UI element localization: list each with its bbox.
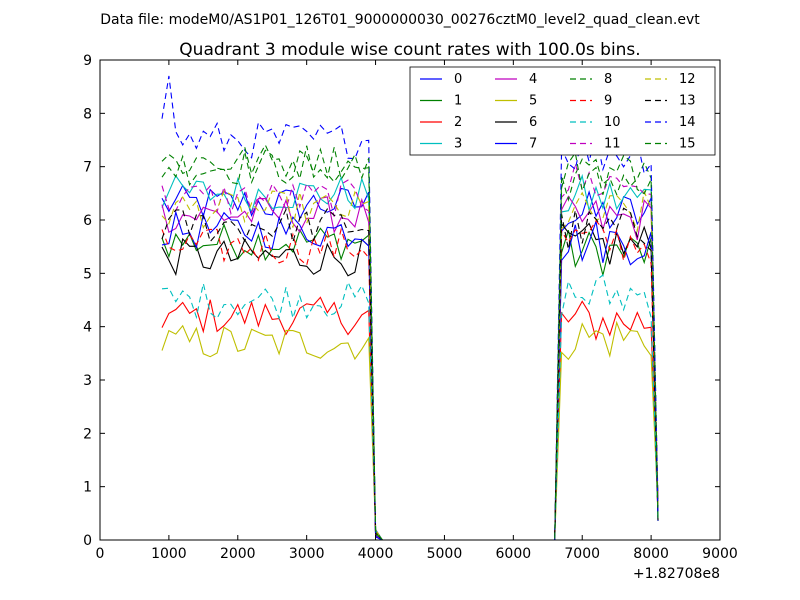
chart-title: Quadrant 3 module wise count rates with …: [179, 40, 640, 60]
x-tick-label: 5000: [427, 546, 463, 562]
legend-label-3: 3: [454, 137, 462, 152]
series-line-11: [161, 161, 659, 540]
y-tick-label: 8: [83, 106, 92, 122]
series-line-14: [161, 75, 659, 540]
legend-label-12: 12: [679, 72, 696, 87]
legend-label-6: 6: [529, 115, 537, 130]
series-line-13: [161, 207, 659, 540]
y-tick-label: 7: [83, 160, 92, 176]
legend-label-2: 2: [454, 115, 462, 130]
series-line-5: [161, 320, 659, 540]
y-tick-label: 6: [83, 213, 92, 229]
x-tick-label: 8000: [633, 546, 669, 562]
y-tick-label: 4: [83, 320, 92, 336]
legend-label-4: 4: [529, 72, 537, 87]
series-line-12: [161, 189, 659, 540]
legend-label-14: 14: [679, 115, 696, 130]
x-tick-label: 7000: [564, 546, 600, 562]
suptitle: Data file: modeM0/AS1P01_126T01_90000000…: [100, 12, 700, 28]
x-tick-label: 4000: [358, 546, 394, 562]
legend-label-5: 5: [529, 94, 537, 109]
series-line-4: [161, 195, 659, 540]
x-tick-label: 1000: [151, 546, 187, 562]
plot-area-frame: [99, 59, 721, 541]
series-layer: [161, 75, 659, 540]
legend-label-13: 13: [679, 94, 696, 109]
series-line-3: [161, 173, 659, 540]
series-line-1: [161, 223, 659, 540]
legend-label-11: 11: [604, 137, 621, 152]
series-line-0: [161, 184, 659, 540]
x-tick-label: 9000: [702, 546, 738, 562]
legend-label-7: 7: [529, 137, 537, 152]
y-tick-label: 2: [83, 426, 92, 442]
y-tick-label: 1: [83, 480, 92, 496]
x-tick-label: 3000: [289, 546, 325, 562]
x-offset-label: +1.82708e8: [633, 566, 720, 582]
legend-box: [409, 66, 716, 156]
y-tick-label: 0: [83, 533, 92, 549]
series-line-9: [161, 219, 659, 540]
legend-label-15: 15: [679, 137, 696, 152]
legend-label-9: 9: [604, 94, 612, 109]
legend-label-0: 0: [454, 72, 462, 87]
ticks-layer: 0 1000 2000 3000 4000 5000 6000 7000 8000 9000012…: [83, 53, 738, 562]
legend-label-8: 8: [604, 72, 612, 87]
series-line-2: [161, 296, 659, 540]
x-tick-label: 6000: [496, 546, 532, 562]
x-tick-label: 0: [96, 546, 105, 562]
series-line-10: [161, 274, 659, 540]
legend-label-10: 10: [604, 115, 621, 130]
series-line-7: [161, 210, 659, 540]
x-tick-label: 2000: [220, 546, 256, 562]
y-tick-label: 3: [83, 373, 92, 389]
legend-label-1: 1: [454, 94, 462, 109]
y-tick-label: 9: [83, 53, 92, 69]
y-tick-label: 5: [83, 266, 92, 282]
